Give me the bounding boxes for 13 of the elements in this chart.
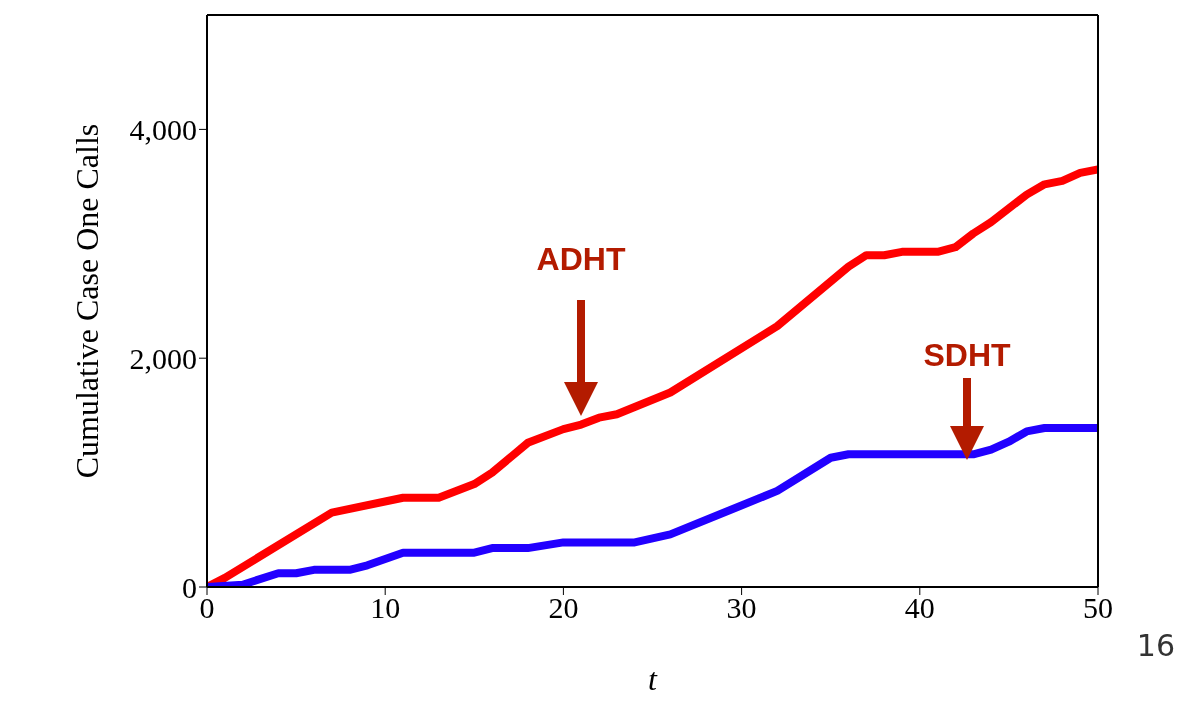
y-axis-title: Cumulative Case One Calls [69,123,106,479]
x-tick-label: 40 [904,591,935,625]
y-tick-label: 0 [182,570,197,604]
x-axis-title: t [648,660,659,697]
x-tick-label: 20 [548,591,579,625]
annotation: ADHT [536,241,626,277]
x-tick-label: 30 [726,591,757,625]
annotation: SDHT [923,337,1012,373]
x-tick-label: 10 [370,591,401,625]
x-tick-label: 50 [1083,591,1113,625]
y-tick-label: 2,000 [129,341,197,375]
text: 16 [1136,628,1175,663]
y-tick-label: 4,000 [129,113,197,147]
